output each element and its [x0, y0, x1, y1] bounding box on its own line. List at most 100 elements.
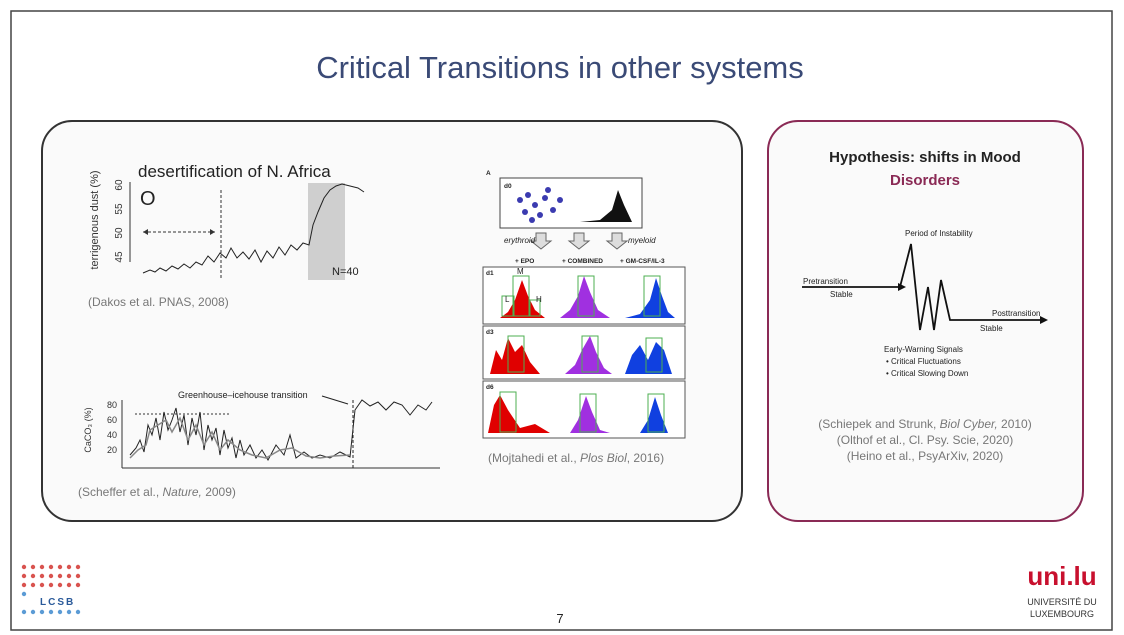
branch-arrows: [529, 232, 629, 250]
y-tick-label: 60: [107, 415, 117, 425]
branch-label: myeloid: [628, 236, 656, 245]
text-part: (Heino et al., PsyArXiv, 2020): [847, 449, 1004, 463]
transition-band: [308, 183, 345, 280]
y-axis-label: CaCO₃ (%): [83, 407, 93, 452]
y-tick-label: 55: [114, 203, 125, 215]
lcsb-logo: [21, 564, 81, 615]
citation: (Heino et al., PsyArXiv, 2020): [847, 449, 1004, 463]
text-part: (Scheffer et al.,: [78, 485, 163, 499]
citation: (Schiepek and Strunk, Biol Cyber, 2010): [818, 417, 1031, 431]
histogram: [565, 336, 612, 374]
logo-dot: [48, 609, 54, 615]
marker-label: O: [140, 188, 156, 210]
text-part: (Schiepek and Strunk,: [818, 417, 939, 431]
logo-dot: [21, 591, 27, 597]
logo-dot: [21, 609, 27, 615]
y-tick-label: 80: [107, 400, 117, 410]
logo-dot: [30, 573, 36, 579]
cell-figure: A d0 erythroid myeloid + EPO + COMBINED …: [482, 170, 686, 465]
chart-title: desertification of N. Africa: [138, 162, 331, 181]
diagram-label: Period of Instability: [905, 229, 973, 238]
hypothesis-title: Hypothesis: shifts in Mood: [829, 149, 1021, 166]
citation: (Olthof et al., Cl. Psy. Scie, 2020): [837, 433, 1014, 447]
day-label: d6: [486, 384, 494, 391]
condition-label: + EPO: [515, 258, 534, 265]
logo-dot: [57, 582, 63, 588]
y-tick-label: 60: [114, 179, 125, 191]
logo-dot: [66, 564, 72, 570]
histogram: [625, 342, 672, 374]
text-part: Plos Biol: [580, 451, 627, 465]
logo-dot: [57, 573, 63, 579]
logo-dot: [57, 564, 63, 570]
logo-dot: [39, 582, 45, 588]
citation: (Mojtahedi et al., Plos Biol, 2016): [488, 451, 664, 465]
logo-dot: [30, 582, 36, 588]
cell-dots: [517, 187, 563, 223]
gates: [499, 275, 665, 433]
right-panel: [767, 120, 1084, 522]
y-tick-label: 20: [107, 445, 117, 455]
diagram-label: Stable: [980, 324, 1003, 333]
annotation-arrow: [321, 395, 349, 405]
condition-label: + COMBINED: [562, 258, 603, 265]
histogram: [560, 276, 610, 318]
branch-label: erythroid: [504, 236, 536, 245]
logo-dot: [75, 573, 81, 579]
histogram: [625, 278, 675, 318]
citation: (Dakos et al. PNAS, 2008): [88, 295, 229, 309]
d0-histogram: [580, 190, 632, 222]
text-part: (Mojtahedi et al.,: [488, 451, 580, 465]
logo-dot: [48, 564, 54, 570]
logo-dot: [21, 564, 27, 570]
logo-dot: [66, 582, 72, 588]
logo-dot: [75, 582, 81, 588]
n-label: N=40: [332, 266, 359, 278]
unilu-text: LUXEMBOURG: [1030, 609, 1094, 619]
diagram-label: Early-Warning Signals: [884, 345, 963, 354]
diagram-label: Pretransition: [803, 277, 848, 286]
diagram-label: • Critical Fluctuations: [886, 357, 961, 366]
day-label: d1: [486, 270, 494, 277]
y-axis-label: terrigenous dust (%): [89, 170, 101, 269]
hypothesis-highlight: Disorders: [890, 172, 960, 189]
text-part: (Olthof et al., Cl. Psy. Scie, 2020): [837, 433, 1014, 447]
histogram: [500, 280, 545, 318]
y-tick-label: 45: [114, 251, 125, 263]
y-tick-label: 40: [107, 430, 117, 440]
unilu-text: UNIVERSITÉ DU: [1027, 597, 1097, 607]
logo-dot: [21, 573, 27, 579]
text-part: 2009): [202, 485, 236, 499]
logo-dot: [66, 609, 72, 615]
day-label: d0: [504, 183, 512, 190]
logo-dot: [75, 564, 81, 570]
unilu-logo: uni.lu: [1027, 561, 1096, 591]
dust-chart: desertification of N. Africa O terrigeno…: [88, 162, 365, 309]
text-part: , 2016): [627, 451, 664, 465]
state-line: [802, 243, 1040, 331]
logo-dot: [66, 573, 72, 579]
diagram-label: Posttransition: [992, 309, 1040, 318]
logo-dot: [39, 573, 45, 579]
histogram: [488, 395, 550, 433]
citation: (Scheffer et al., Nature, 2009): [78, 485, 236, 499]
logo-dot: [21, 582, 27, 588]
logo-dot: [48, 573, 54, 579]
caco3-chart: CaCO₃ (%) 80 60 40 20 Greenhouse–icehous…: [78, 390, 440, 499]
logo-dot: [57, 609, 63, 615]
condition-label: + GM-CSF/IL-3: [620, 258, 665, 265]
caco3-smoothed: [129, 416, 351, 459]
logo-dot: [75, 609, 81, 615]
gate-label: L: [505, 295, 510, 304]
gate-label: M: [517, 267, 524, 276]
day-label: d3: [486, 329, 494, 336]
y-tick-label: 50: [114, 227, 125, 239]
slide-title: Critical Transitions in other systems: [316, 50, 804, 85]
diagram-label: • Critical Slowing Down: [886, 369, 968, 378]
annotation: Greenhouse–icehouse transition: [178, 390, 308, 400]
logo-dot: [39, 609, 45, 615]
transition-diagram: Period of Instability Pretransition Stab…: [802, 229, 1048, 378]
logo-dot: [39, 564, 45, 570]
text-part: Biol Cyber,: [940, 417, 998, 431]
